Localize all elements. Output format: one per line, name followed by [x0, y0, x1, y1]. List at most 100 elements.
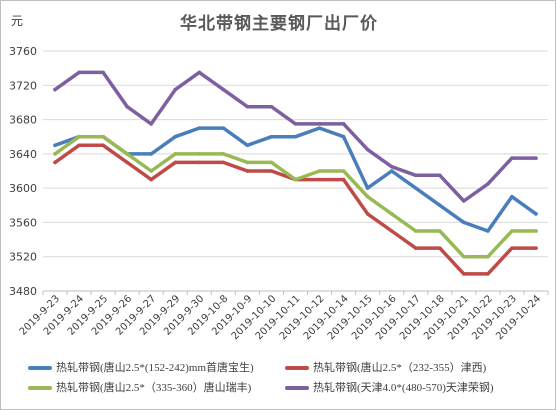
data-point: [269, 169, 274, 173]
data-point: [197, 70, 202, 75]
data-point: [149, 177, 154, 182]
legend-label: 热轧带钢(天津4.0*(480-570)天津荣钢): [313, 382, 494, 394]
data-point: [486, 254, 490, 259]
data-point: [53, 160, 57, 165]
legend-label: 热轧带钢(唐山2.5*(152-242)mm首唐宝生): [56, 362, 254, 374]
legend-item-1: 热轧带钢(唐山2.5*(152-242)mm首唐宝生): [28, 360, 254, 376]
axis-layer: [42, 290, 549, 295]
data-point: [462, 199, 466, 203]
data-point: [221, 152, 226, 156]
legend-item-3: 热轧带钢(唐山2.5*（335-360）唐山瑞丰): [28, 380, 251, 396]
data-point: [245, 104, 250, 109]
data-point: [173, 87, 178, 92]
data-point: [486, 182, 490, 186]
data-point: [77, 143, 81, 148]
chart-title: 华北带钢主要钢厂出厂价: [180, 14, 378, 34]
data-point: [149, 169, 154, 173]
data-point: [341, 122, 346, 126]
y-tick-label: 3480: [9, 285, 37, 298]
y-axis-unit-label: 元: [11, 14, 24, 28]
data-point: [317, 122, 322, 126]
legend-label: 热轧带钢(唐山2.5*（232-355）津西): [313, 362, 487, 374]
data-point: [317, 169, 322, 173]
data-point: [77, 134, 81, 139]
y-tick-label: 3760: [9, 45, 37, 58]
series-layer: [53, 70, 538, 276]
data-point: [510, 229, 514, 233]
data-point: [437, 229, 442, 233]
legend-swatch: [285, 386, 309, 391]
data-point: [101, 134, 105, 139]
data-point: [389, 169, 394, 173]
y-tick-label: 3640: [9, 148, 37, 161]
legend-label: 热轧带钢(唐山2.5*（335-360）唐山瑞丰): [56, 382, 252, 394]
data-point: [125, 160, 129, 165]
data-point: [534, 246, 538, 250]
data-point: [437, 246, 442, 250]
data-point: [365, 194, 370, 199]
data-point: [365, 186, 370, 190]
data-point: [341, 134, 346, 139]
y-tick-label: 3600: [9, 182, 37, 195]
data-point: [173, 160, 178, 165]
data-point: [486, 229, 490, 233]
legend-swatch: [285, 366, 309, 371]
data-point: [53, 87, 57, 92]
data-point: [77, 70, 81, 75]
data-point: [389, 164, 394, 169]
data-point: [413, 173, 418, 178]
legend-swatch: [28, 386, 52, 391]
legend-item-2: 热轧带钢(唐山2.5*（232-355）津西): [285, 360, 486, 376]
data-point: [365, 212, 370, 216]
data-point: [486, 272, 490, 276]
data-point: [221, 126, 226, 130]
data-point: [389, 229, 394, 233]
data-point: [125, 104, 129, 109]
data-point: [462, 272, 466, 276]
data-point: [149, 152, 154, 156]
data-point: [413, 186, 418, 190]
data-point: [221, 160, 226, 165]
data-point: [462, 220, 466, 225]
y-tick-label: 3680: [9, 114, 37, 127]
data-point: [197, 160, 202, 165]
y-tick-label: 3720: [9, 79, 37, 92]
data-point: [173, 152, 178, 156]
data-point: [413, 246, 418, 250]
data-point: [534, 229, 538, 233]
data-point: [293, 134, 298, 139]
data-point: [534, 212, 538, 216]
data-point: [341, 177, 346, 182]
data-point: [197, 126, 202, 130]
data-point: [341, 169, 346, 173]
data-point: [269, 104, 274, 109]
data-point: [317, 177, 322, 182]
data-point: [221, 87, 226, 92]
data-point: [149, 122, 154, 126]
data-point: [534, 156, 538, 160]
data-point: [269, 160, 274, 165]
data-point: [245, 143, 250, 148]
data-point: [437, 203, 442, 208]
data-point: [389, 212, 394, 216]
data-point: [510, 246, 514, 250]
data-point: [101, 143, 105, 148]
legend-item-4: 热轧带钢(天津4.0*(480-570)天津荣钢): [285, 380, 494, 396]
data-point: [245, 160, 250, 165]
data-point: [462, 254, 466, 259]
data-point: [510, 194, 514, 199]
data-point: [293, 177, 298, 182]
data-point: [53, 152, 57, 156]
data-point: [101, 70, 105, 75]
data-point: [173, 134, 178, 139]
y-tick-label: 3520: [9, 251, 37, 264]
data-point: [53, 143, 57, 148]
data-point: [413, 229, 418, 233]
data-point: [269, 134, 274, 139]
data-point: [437, 173, 442, 178]
data-point: [365, 147, 370, 152]
data-point: [245, 169, 250, 173]
data-point: [293, 122, 298, 126]
